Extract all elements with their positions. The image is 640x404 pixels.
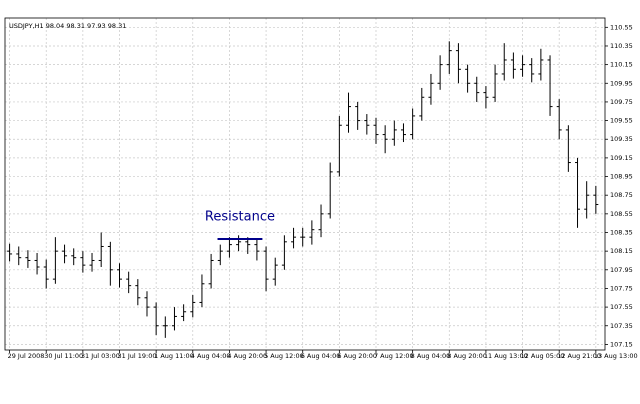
x-tick-label: 6 Aug 20:00 xyxy=(337,352,377,360)
x-tick-label: 11 Aug 13:00 xyxy=(484,352,528,360)
x-tick-label: 1 Aug 11:00 xyxy=(154,352,194,360)
y-tick-label: 109.15 xyxy=(610,154,633,162)
x-tick-label: 31 Jul 19:00 xyxy=(118,352,157,360)
x-tick-label: 7 Aug 12:00 xyxy=(374,352,414,360)
y-tick-label: 107.15 xyxy=(610,340,633,348)
x-tick-label: 4 Aug 20:00 xyxy=(227,352,267,360)
y-tick-label: 107.75 xyxy=(610,284,633,292)
y-tick-label: 109.35 xyxy=(610,135,633,143)
x-tick-label: 29 Jul 2008 xyxy=(8,352,45,360)
chart-title: USDJPY,H1 98.04 98.31 97.93 98.31 xyxy=(9,22,126,30)
x-tick-label: 4 Aug 04:00 xyxy=(191,352,231,360)
y-tick-label: 110.15 xyxy=(610,61,633,69)
y-tick-label: 108.55 xyxy=(610,210,633,218)
x-tick-label: 12 Aug 05:00 xyxy=(521,352,565,360)
x-tick-label: 8 Aug 04:00 xyxy=(411,352,451,360)
plot-frame xyxy=(4,17,606,351)
x-tick-label: 5 Aug 12:00 xyxy=(264,352,304,360)
y-tick-label: 109.95 xyxy=(610,79,633,87)
x-tick-label: 8 Aug 20:00 xyxy=(447,352,487,360)
y-tick-label: 107.55 xyxy=(610,303,633,311)
x-tick-label: 12 Aug 21:00 xyxy=(557,352,601,360)
y-tick-label: 108.75 xyxy=(610,191,633,199)
y-tick-label: 109.55 xyxy=(610,117,633,125)
x-tick-label: 31 Jul 03:00 xyxy=(81,352,120,360)
y-tick-label: 109.75 xyxy=(610,98,633,106)
annotation-label: Resistance xyxy=(205,210,275,225)
y-tick-label: 110.55 xyxy=(610,23,633,31)
x-tick-label: 13 Aug 13:00 xyxy=(594,352,638,360)
x-tick-label: 6 Aug 04:00 xyxy=(301,352,341,360)
y-tick-label: 107.95 xyxy=(610,266,633,274)
y-tick-label: 107.35 xyxy=(610,322,633,330)
y-tick-label: 110.35 xyxy=(610,42,633,50)
x-tick-label: 30 Jul 11:00 xyxy=(44,352,83,360)
y-tick-label: 108.95 xyxy=(610,173,633,181)
y-tick-label: 108.15 xyxy=(610,247,633,255)
y-tick-label: 108.35 xyxy=(610,228,633,236)
